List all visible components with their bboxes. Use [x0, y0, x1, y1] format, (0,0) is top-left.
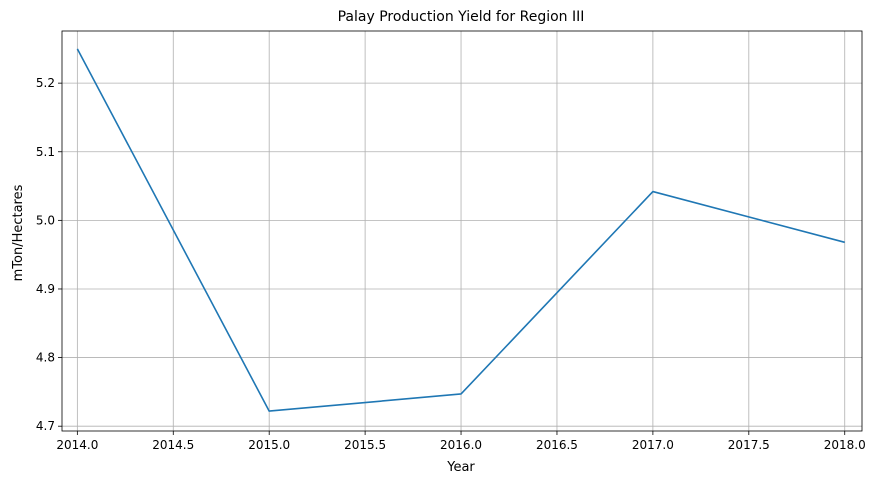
y-tick-label: 5.0 — [36, 213, 55, 227]
y-axis-label: mTon/Hectares — [11, 184, 26, 281]
data-point — [652, 191, 654, 193]
x-tick-label: 2014.5 — [152, 438, 194, 452]
x-tick-label: 2018.0 — [824, 438, 866, 452]
x-tick-label: 2015.5 — [344, 438, 386, 452]
y-tick-label: 5.1 — [36, 145, 55, 159]
chart-title: Palay Production Yield for Region III — [338, 9, 585, 25]
grid — [62, 31, 862, 431]
x-tick-label: 2017.0 — [632, 438, 674, 452]
series-layer — [76, 48, 846, 412]
x-tick-label: 2015.0 — [248, 438, 290, 452]
y-tick-label: 4.8 — [36, 351, 55, 365]
data-point — [268, 410, 270, 412]
y-axis-ticks: 4.7 4.8 4.9 5.0 5.1 5.2 — [36, 76, 62, 433]
x-tick-label: 2014.0 — [56, 438, 98, 452]
y-tick-label: 4.9 — [36, 282, 55, 296]
y-tick-label: 4.7 — [36, 419, 55, 433]
x-axis-ticks: 2014.0 2014.5 2015.0 2015.5 2016.0 2016.5 2017… — [56, 431, 866, 452]
data-point — [77, 48, 79, 50]
x-axis-label: Year — [446, 460, 475, 475]
data-point — [844, 242, 846, 244]
x-tick-label: 2017.5 — [728, 438, 770, 452]
x-tick-label: 2016.0 — [440, 438, 482, 452]
plot-frame — [61, 30, 863, 432]
series-line — [76, 48, 845, 412]
x-tick-label: 2016.5 — [536, 438, 578, 452]
y-tick-label: 5.2 — [36, 76, 55, 90]
data-point — [460, 393, 462, 395]
